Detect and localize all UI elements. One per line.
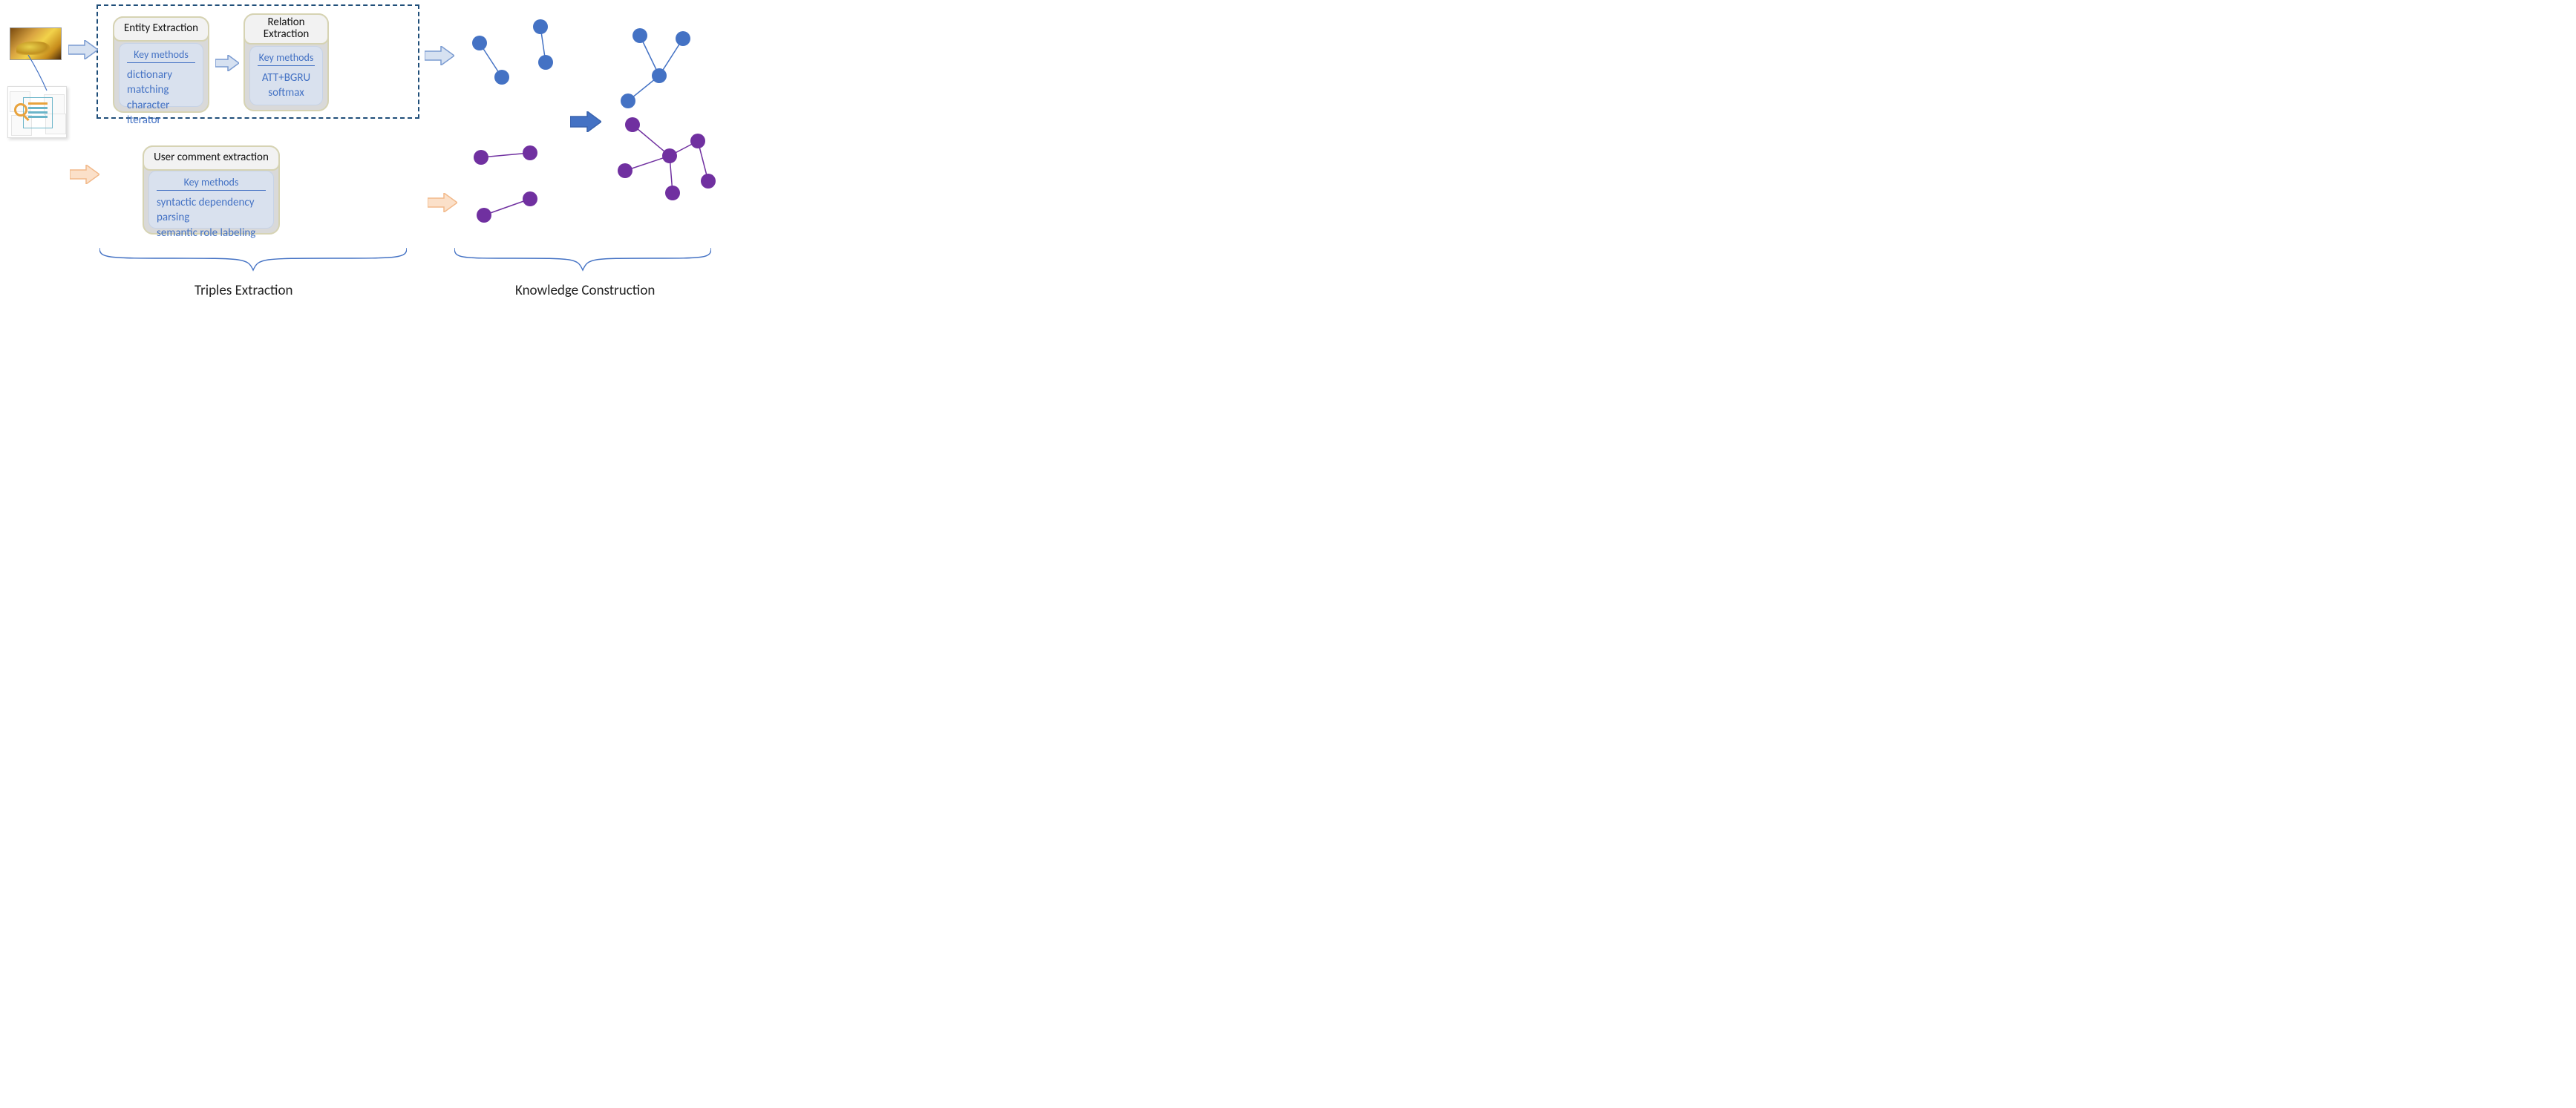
entity-km-label: Key methods <box>127 48 195 61</box>
graph-node <box>494 70 509 85</box>
brace-triples <box>99 248 407 275</box>
graph-node <box>632 28 647 43</box>
relation-card-title: Relation Extraction <box>243 13 329 45</box>
graph-node <box>625 117 640 132</box>
document-image <box>7 86 67 138</box>
arrow-merge <box>570 111 601 132</box>
arrow-input-to-entity <box>68 40 98 59</box>
graph-node <box>652 68 667 83</box>
relation-km-label: Key methods <box>258 51 315 64</box>
graph-node <box>474 150 488 165</box>
relation-method-1: ATT+BGRU <box>258 71 315 85</box>
graph-node <box>618 163 632 178</box>
comment-extraction-card: User comment extraction Key methods synt… <box>143 145 280 235</box>
label-triples: Triples Extraction <box>194 282 292 299</box>
input-connector <box>21 55 58 92</box>
arrow-comment-to-graph <box>428 193 457 212</box>
graph-node <box>523 191 537 206</box>
label-knowledge: Knowledge Construction <box>515 282 655 299</box>
graph-node <box>676 31 690 46</box>
arrow-entity-to-relation <box>215 55 239 71</box>
graph-node <box>621 94 635 108</box>
graph-node <box>538 55 553 70</box>
comment-km-label: Key methods <box>157 176 266 189</box>
graph-node <box>701 174 716 189</box>
entity-card-title: Entity Extraction <box>113 16 209 42</box>
entity-method-2: character iterator <box>127 98 195 128</box>
graph-node <box>533 19 548 34</box>
graph-node <box>477 208 491 223</box>
arrow-relation-to-graph <box>425 46 454 65</box>
comment-method-2: semantic role labeling <box>157 226 266 240</box>
graph-node <box>662 148 677 163</box>
arrow-input-to-comment <box>70 165 99 184</box>
graph-node <box>523 145 537 160</box>
graph-node <box>690 134 705 148</box>
brace-knowledge <box>454 248 711 275</box>
graph-node <box>665 186 680 200</box>
comment-method-1: syntactic dependency parsing <box>157 195 266 226</box>
comment-card-title: User comment extraction <box>143 145 280 171</box>
graph-node <box>472 36 487 50</box>
relation-extraction-card: Relation Extraction Key methods ATT+BGRU… <box>243 13 329 111</box>
entity-extraction-card: Entity Extraction Key methods dictionary… <box>113 16 209 113</box>
entity-method-1: dictionary matching <box>127 68 195 98</box>
relation-method-2: softmax <box>258 85 315 100</box>
